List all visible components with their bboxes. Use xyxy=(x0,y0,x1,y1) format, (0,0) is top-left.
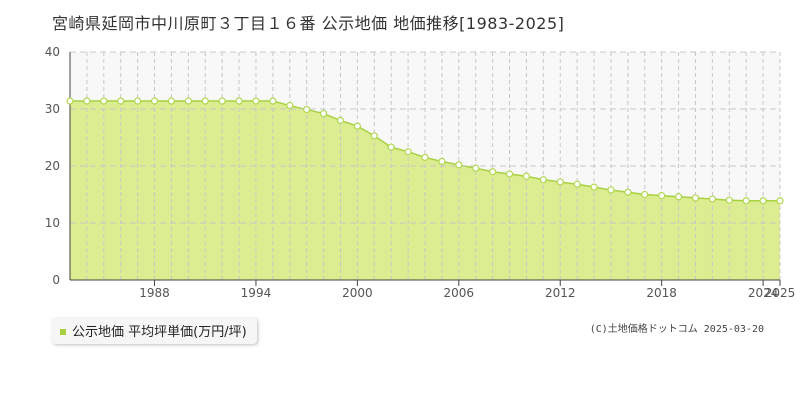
data-point xyxy=(303,105,311,114)
data-point xyxy=(776,197,784,205)
data-point xyxy=(370,132,378,140)
data-point xyxy=(472,164,480,172)
data-points xyxy=(66,97,784,205)
data-point xyxy=(607,186,615,194)
data-point xyxy=(319,109,328,118)
data-point xyxy=(455,161,463,169)
y-tick-label: 30 xyxy=(45,102,60,116)
y-tick-label: 10 xyxy=(45,216,60,230)
data-point xyxy=(252,97,260,105)
data-point xyxy=(150,97,159,105)
legend: 公示地価 平均坪単価(万円/坪) xyxy=(52,318,257,344)
x-tick-label: 2006 xyxy=(444,286,475,300)
data-point xyxy=(421,153,429,162)
gridlines xyxy=(70,51,781,280)
data-point xyxy=(387,143,395,151)
data-point xyxy=(539,176,547,184)
data-point xyxy=(505,170,514,178)
x-tick-label: 2012 xyxy=(545,286,576,300)
x-tick-label: 1988 xyxy=(139,286,170,300)
data-point xyxy=(218,97,226,105)
y-tick-label: 40 xyxy=(45,45,60,59)
copyright-text: (C)土地価格ドットコム 2025-03-20 xyxy=(589,324,764,335)
area-fill xyxy=(70,101,780,281)
data-point xyxy=(489,168,497,176)
data-point xyxy=(708,195,716,203)
data-point xyxy=(590,183,598,191)
y-tick-label: 0 xyxy=(52,273,60,287)
data-point xyxy=(641,190,649,199)
data-point xyxy=(117,97,125,105)
x-tick-label: 2025 xyxy=(765,286,796,300)
tick-labels: 0 10 20 30 40 1988 1994 2000 2006 2012 2018 2024202… xyxy=(45,45,796,300)
data-point xyxy=(725,196,733,204)
data-point xyxy=(269,97,277,105)
data-point xyxy=(522,172,531,180)
axes xyxy=(69,52,781,286)
data-point xyxy=(674,193,683,201)
data-point xyxy=(100,97,108,105)
data-point xyxy=(134,97,142,105)
legend-label: 公示地価 平均坪単価(万円/坪) xyxy=(72,325,247,340)
x-tick-label: 1994 xyxy=(241,286,272,300)
data-point xyxy=(83,97,91,105)
data-point xyxy=(235,97,243,105)
data-point xyxy=(167,97,176,105)
data-point xyxy=(624,188,632,196)
data-point xyxy=(184,97,192,105)
data-point xyxy=(336,116,345,125)
chart-title: 宮崎県延岡市中川原町３丁目１６番 公示地価 地価推移[1983-2025] xyxy=(52,14,565,33)
x-tick-label: 2018 xyxy=(646,286,677,300)
x-tick-label: 2000 xyxy=(342,286,373,300)
data-point xyxy=(353,122,361,130)
data-point xyxy=(658,192,666,200)
data-point xyxy=(66,97,74,105)
data-point xyxy=(286,101,294,110)
data-point xyxy=(201,97,209,105)
legend-swatch xyxy=(60,328,66,335)
y-tick-label: 20 xyxy=(45,159,60,173)
data-point xyxy=(691,194,700,202)
x-tick-label: 2024 xyxy=(748,286,779,300)
data-point xyxy=(556,178,564,186)
data-point xyxy=(404,148,412,156)
data-point xyxy=(438,157,446,166)
data-point xyxy=(573,180,581,188)
data-point xyxy=(742,197,750,205)
data-point xyxy=(759,197,767,205)
